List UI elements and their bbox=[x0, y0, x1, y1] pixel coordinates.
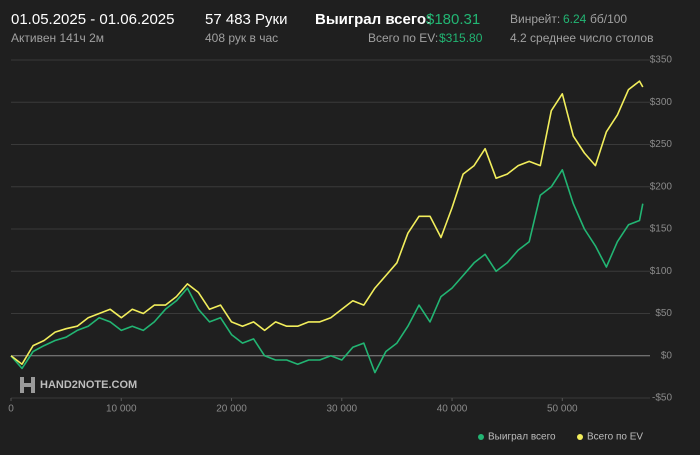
legend-marker bbox=[577, 434, 583, 440]
period: 01.05.2025 - 01.06.2025 bbox=[11, 11, 174, 28]
y-tick-label: $0 bbox=[661, 350, 673, 361]
y-tick-label: $100 bbox=[650, 266, 673, 277]
watermark: HAND2NOTE.COM bbox=[40, 379, 137, 391]
x-tick-label: 20 000 bbox=[216, 404, 247, 415]
x-tick-label: 0 bbox=[8, 404, 14, 415]
watermark-logo bbox=[20, 377, 35, 393]
ev-value: $315.80 bbox=[439, 31, 483, 45]
x-tick-label: 30 000 bbox=[326, 404, 357, 415]
series-line bbox=[10, 80, 644, 365]
winrate-unit: бб/100 bbox=[590, 12, 627, 26]
x-tick-label: 40 000 bbox=[437, 404, 468, 415]
active-time: Активен 141ч 2м bbox=[11, 31, 104, 45]
y-tick-label: -$50 bbox=[652, 393, 672, 404]
y-tick-label: $50 bbox=[655, 308, 672, 319]
x-tick-label: 10 000 bbox=[106, 404, 137, 415]
legend-marker bbox=[478, 434, 484, 440]
series-line bbox=[10, 169, 644, 374]
tables: 4.2 среднее число столов bbox=[510, 31, 653, 45]
legend-label: Всего по EV bbox=[587, 432, 643, 443]
won-label: Выиграл всего: bbox=[315, 11, 431, 28]
ev-label: Всего по EV: bbox=[368, 31, 438, 45]
y-tick-label: $200 bbox=[650, 181, 673, 192]
legend-label: Выиграл всего bbox=[488, 432, 556, 443]
x-tick-label: 50 000 bbox=[547, 404, 578, 415]
hands-per-hour: 408 рук в час bbox=[205, 31, 278, 45]
hands: 57 483 Руки bbox=[205, 11, 288, 28]
winrate-label: Винрейт: bbox=[510, 12, 560, 26]
y-tick-label: $350 bbox=[650, 55, 673, 66]
winrate-value: 6.24 bbox=[563, 12, 587, 26]
y-tick-label: $300 bbox=[650, 97, 673, 108]
y-tick-label: $250 bbox=[650, 139, 673, 150]
y-tick-label: $150 bbox=[650, 224, 673, 235]
won-value: $180.31 bbox=[426, 11, 480, 28]
